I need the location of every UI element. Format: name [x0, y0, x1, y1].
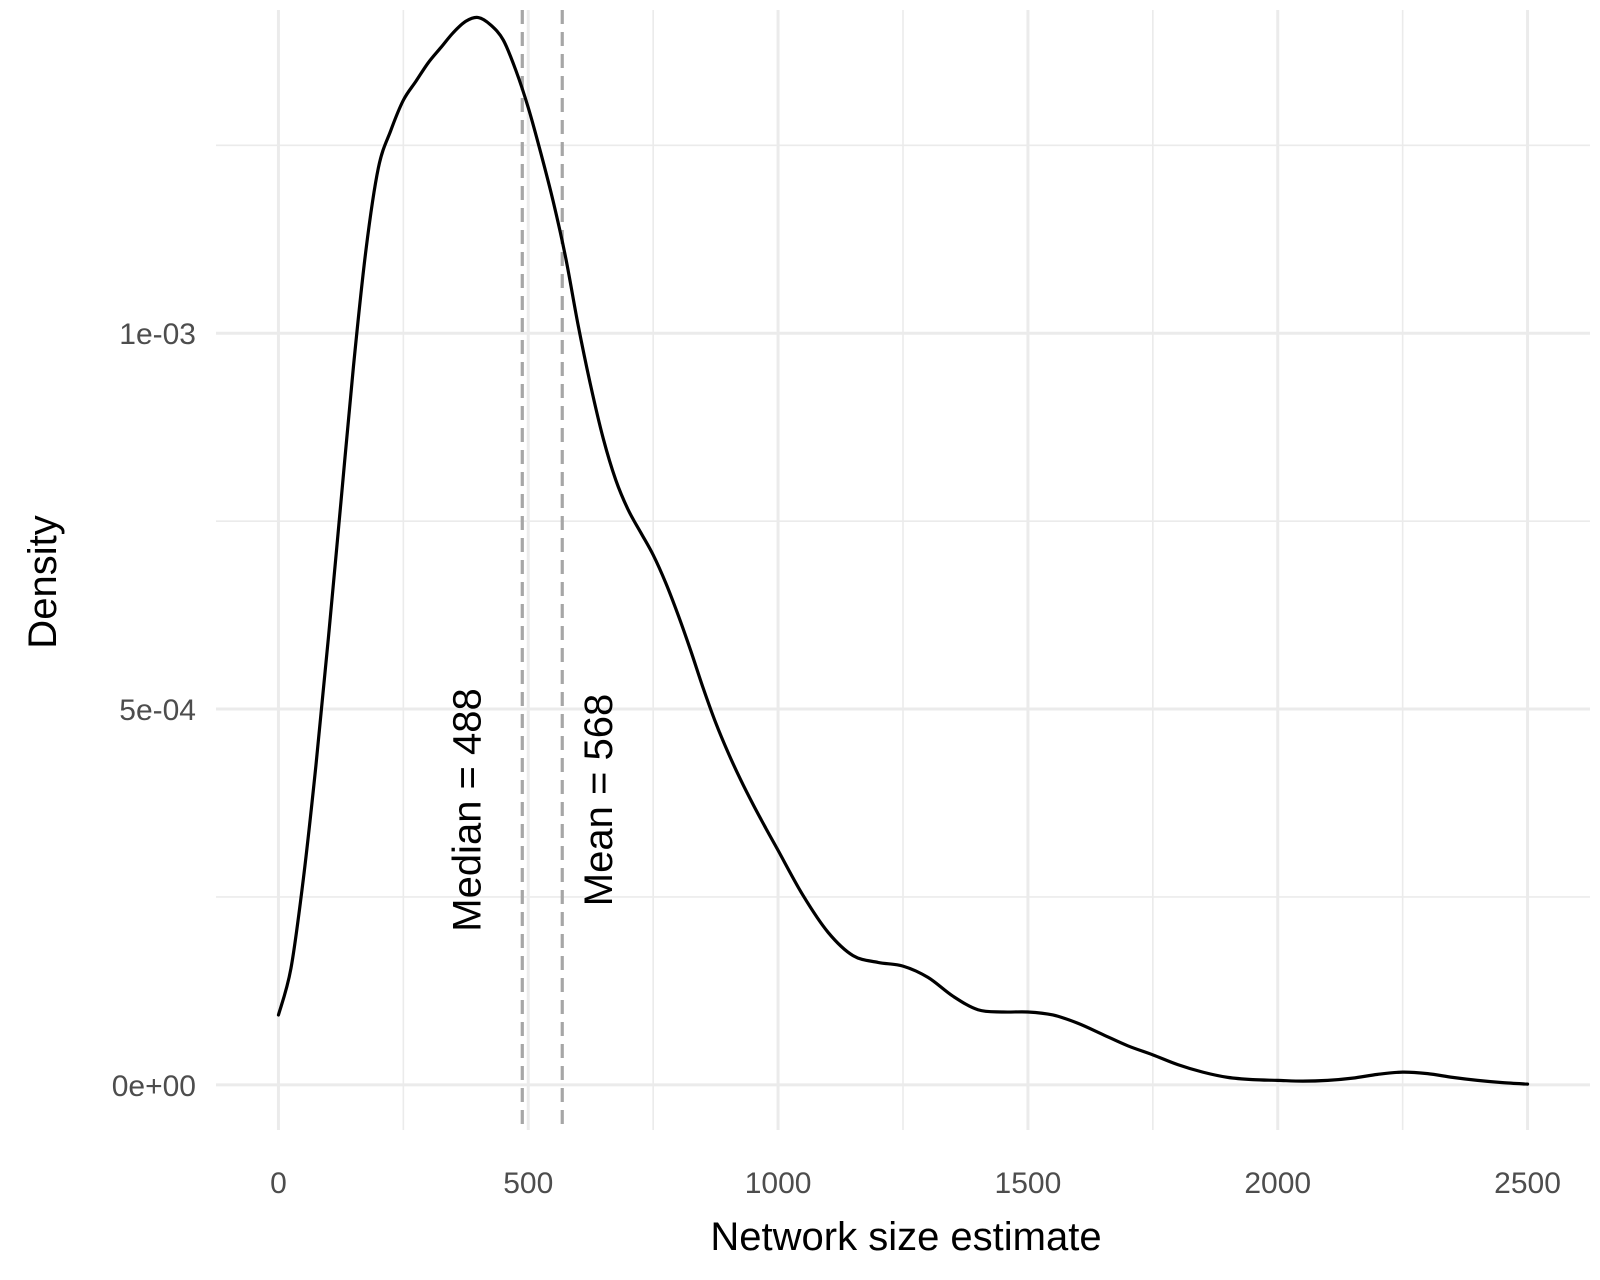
y-tick-label: 0e+00	[112, 1070, 196, 1103]
x-tick-label: 2000	[1244, 1167, 1311, 1200]
density-curve	[276, 15, 1530, 1086]
tick-labels: 0 500 1000 1500 2000 2500 0e+00 5e-04 1e-03	[112, 318, 1561, 1200]
density-series	[276, 15, 1530, 1086]
reference-lines: Median = 488 Mean = 568	[445, 10, 621, 1130]
grid-layer	[216, 10, 1590, 1130]
x-tick-label: 2500	[1494, 1167, 1561, 1200]
x-axis-title: Network size estimate	[710, 1215, 1101, 1259]
y-tick-label: 1e-03	[119, 318, 196, 351]
mean-label: Mean = 568	[577, 694, 621, 906]
x-tick-label: 0	[270, 1167, 287, 1200]
y-axis-title: Density	[21, 515, 65, 648]
x-tick-label: 1500	[995, 1167, 1062, 1200]
y-tick-label: 5e-04	[119, 694, 196, 727]
x-tick-label: 1000	[745, 1167, 812, 1200]
median-label: Median = 488	[445, 688, 489, 932]
x-tick-label: 500	[503, 1167, 553, 1200]
